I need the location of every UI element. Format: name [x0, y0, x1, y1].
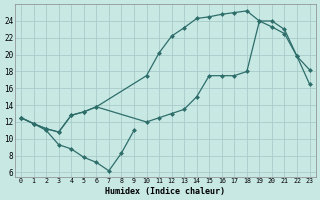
X-axis label: Humidex (Indice chaleur): Humidex (Indice chaleur)	[105, 187, 225, 196]
